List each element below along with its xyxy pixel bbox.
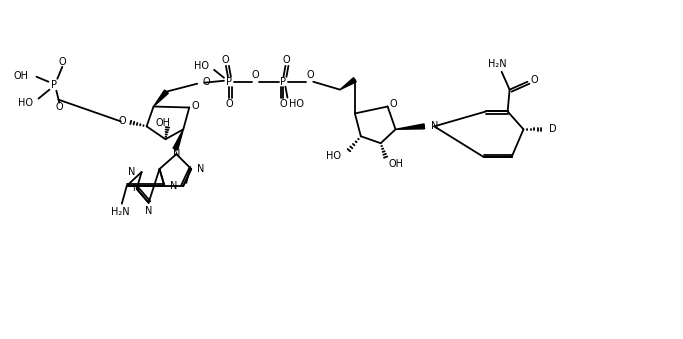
Text: HO: HO [194,61,209,71]
Text: N: N [173,149,180,159]
Text: D: D [549,124,557,134]
Text: O: O [390,99,398,108]
Text: O: O [59,57,66,67]
Text: P: P [281,77,286,87]
Text: O: O [191,101,199,111]
Text: OH: OH [389,159,404,169]
Text: N: N [431,121,438,131]
Text: N: N [145,206,152,216]
Text: N: N [197,164,205,174]
Text: N: N [128,167,136,177]
Text: O: O [221,55,229,65]
Polygon shape [395,124,425,129]
Text: OH: OH [156,118,171,128]
Text: O: O [55,101,63,112]
Text: O: O [531,75,538,85]
Text: H₂N: H₂N [488,59,507,69]
Text: O: O [283,55,290,65]
Text: O: O [118,116,126,126]
Text: OH: OH [14,71,29,81]
Text: O: O [202,77,210,87]
Polygon shape [340,78,357,89]
Text: HO: HO [18,98,33,107]
Text: P: P [51,80,57,90]
Text: P: P [226,77,232,87]
Polygon shape [154,90,168,106]
Text: N: N [133,184,139,193]
Text: HO: HO [326,151,341,161]
Text: O: O [225,99,233,108]
Polygon shape [173,129,183,150]
Text: HO: HO [290,99,305,108]
Text: N: N [170,181,178,191]
Text: H₂N: H₂N [111,207,129,217]
Text: O: O [307,70,314,80]
Text: O: O [252,70,260,80]
Text: O: O [279,99,288,108]
